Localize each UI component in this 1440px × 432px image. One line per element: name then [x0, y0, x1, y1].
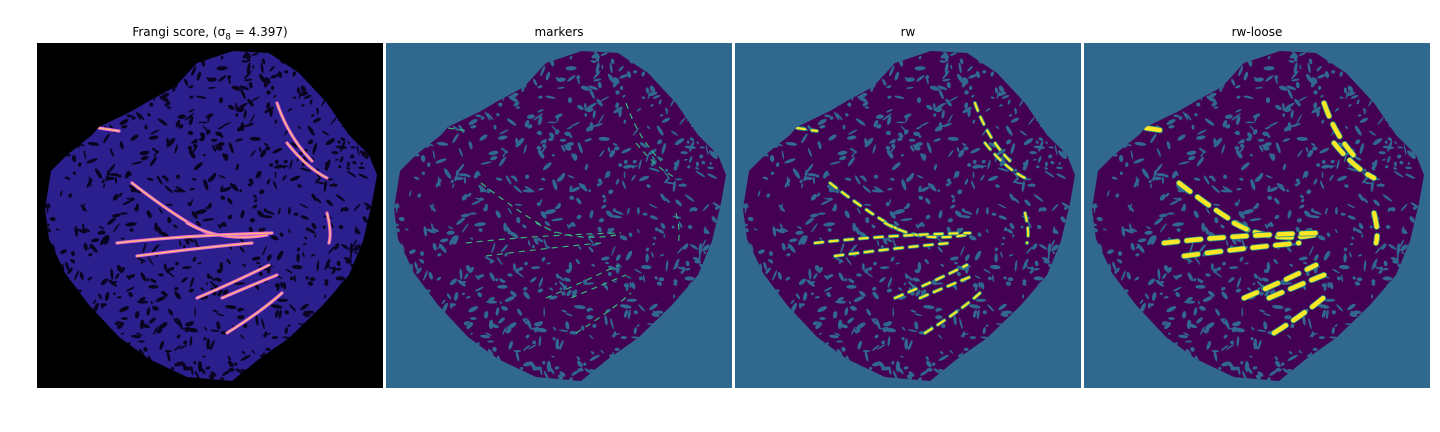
panel-title-frangi-text: Frangi score, (σ: [132, 25, 226, 39]
tissue-region: [743, 51, 1075, 381]
frangi-score-canvas: [37, 43, 383, 388]
panel-title-frangi: Frangi score, (σ8 = 4.397): [37, 25, 383, 45]
markers-canvas: [386, 43, 732, 388]
panel-title-frangi-tail: = 4.397): [230, 25, 288, 39]
panel-title-rw: rw: [900, 25, 916, 39]
markers-image: [386, 43, 732, 388]
rw-loose-canvas: [1084, 43, 1430, 388]
rw-canvas: [735, 43, 1081, 388]
panel-title-markers: markers: [534, 25, 584, 39]
tissue-region: [394, 51, 726, 381]
vessel-labels: [795, 101, 1031, 335]
panel-title-frangi-subscript: 8: [225, 32, 231, 43]
vessel-responses: [97, 101, 332, 335]
tissue-region: [45, 51, 377, 381]
frangi-score-image: [37, 43, 383, 388]
vessel-labels: [447, 102, 680, 334]
rw-image: [735, 43, 1081, 388]
vessel-labels: [1142, 99, 1381, 337]
panel-title-rw-loose: rw-loose: [1231, 25, 1283, 39]
rw-loose-image: [1084, 43, 1430, 388]
